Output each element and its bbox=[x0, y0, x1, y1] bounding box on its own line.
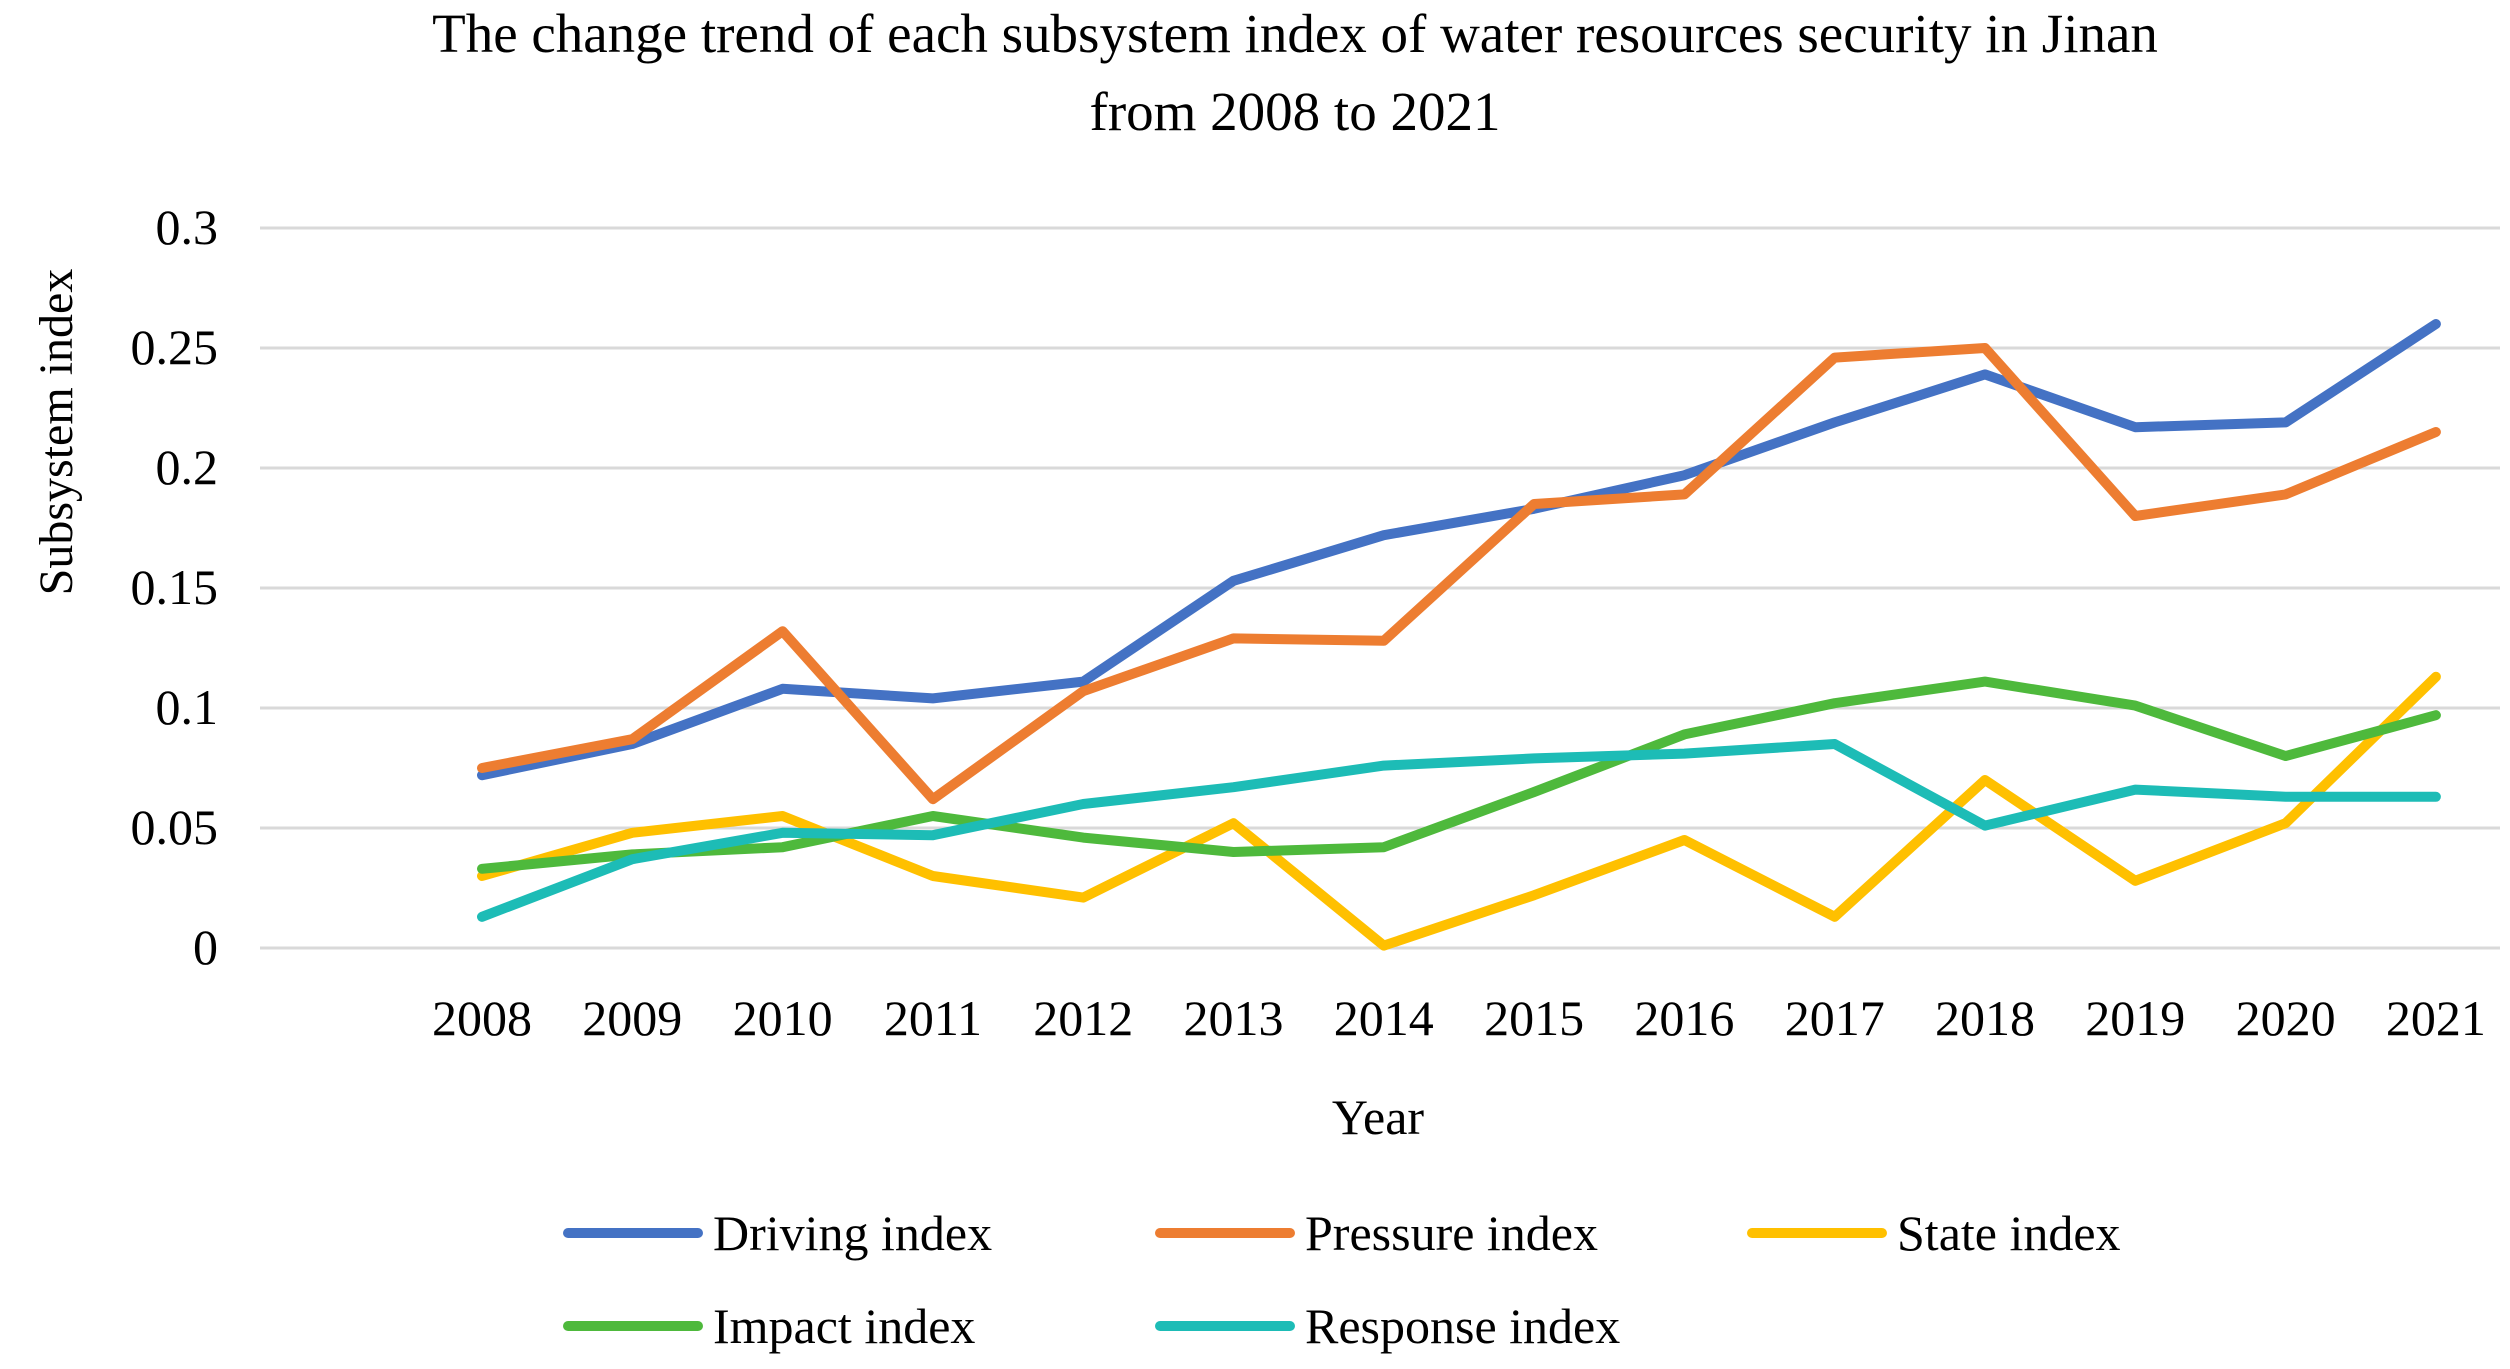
x-tick-label: 2021 bbox=[2386, 990, 2486, 1046]
x-tick-label: 2019 bbox=[2085, 990, 2185, 1046]
series-line-state-index bbox=[477, 671, 2441, 951]
x-tick-label: 2017 bbox=[1785, 990, 1885, 1046]
y-tick-label: 0.3 bbox=[156, 199, 219, 255]
legend-label: State index bbox=[1897, 1205, 2121, 1261]
x-tick-label: 2016 bbox=[1634, 990, 1734, 1046]
series-line-impact-index bbox=[477, 676, 2441, 874]
y-tick-label: 0.2 bbox=[156, 439, 219, 495]
y-tick-label: 0.25 bbox=[131, 319, 219, 375]
legend-item: Driving index bbox=[563, 1205, 992, 1261]
x-tick-label: 2018 bbox=[1935, 990, 2035, 1046]
x-tick-label: 2011 bbox=[884, 990, 982, 1046]
x-axis-ticks: 2008 2009 2010 2011 2012 2013 2014 2015 2016 2017… bbox=[432, 990, 2486, 1046]
y-axis-label: Subsystem index bbox=[30, 269, 83, 596]
legend-label: Pressure index bbox=[1305, 1205, 1598, 1261]
x-axis-label: Year bbox=[1332, 1089, 1424, 1145]
x-tick-label: 2015 bbox=[1484, 990, 1584, 1046]
legend-item: Response index bbox=[1155, 1298, 1620, 1354]
y-tick-label: 0 bbox=[193, 919, 218, 975]
chart-title-line-1: The change trend of each subsystem index… bbox=[432, 3, 2158, 64]
legend-item: Pressure index bbox=[1155, 1205, 1598, 1261]
x-tick-label: 2008 bbox=[432, 990, 532, 1046]
x-tick-label: 2014 bbox=[1334, 990, 1434, 1046]
x-tick-label: 2010 bbox=[733, 990, 833, 1046]
legend-label: Impact index bbox=[713, 1298, 975, 1354]
x-tick-label: 2020 bbox=[2236, 990, 2336, 1046]
y-axis-ticks: 0 0.05 0.1 0.15 0.2 0.25 0.3 bbox=[131, 199, 219, 975]
legend-label: Driving index bbox=[713, 1205, 992, 1261]
x-tick-label: 2013 bbox=[1184, 990, 1284, 1046]
series-line-pressure-index bbox=[477, 343, 2441, 805]
series-line-response-index bbox=[477, 739, 2441, 922]
chart-title-line-2: from 2008 to 2021 bbox=[1090, 81, 1501, 142]
y-tick-label: 0.1 bbox=[156, 679, 219, 735]
series-line-driving-index bbox=[477, 319, 2441, 781]
series-lines bbox=[477, 319, 2441, 951]
chart-title: The change trend of each subsystem index… bbox=[432, 3, 2158, 142]
y-tick-label: 0.15 bbox=[131, 559, 219, 615]
legend: Driving index Pressure index State index Im… bbox=[563, 1205, 2121, 1354]
legend-label: Response index bbox=[1305, 1298, 1620, 1354]
y-tick-label: 0.05 bbox=[131, 799, 219, 855]
x-tick-label: 2009 bbox=[582, 990, 682, 1046]
legend-item: State index bbox=[1747, 1205, 2121, 1261]
legend-item: Impact index bbox=[563, 1298, 975, 1354]
x-tick-label: 2012 bbox=[1033, 990, 1133, 1046]
